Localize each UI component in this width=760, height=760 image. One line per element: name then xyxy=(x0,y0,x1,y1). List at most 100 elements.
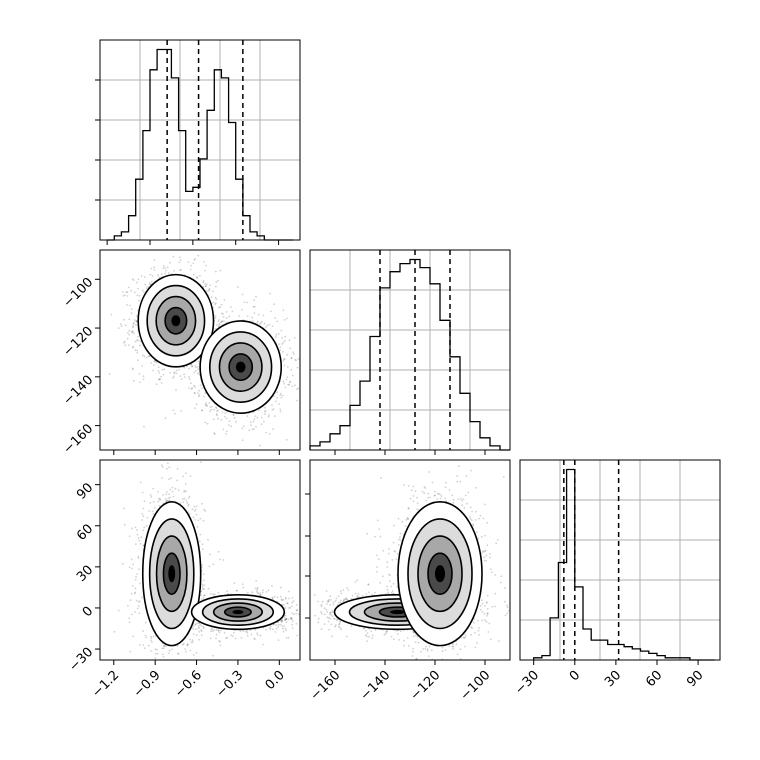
joint-2-0-scatter-point xyxy=(123,523,126,526)
joint-2-0-scatter-point xyxy=(217,629,220,632)
diag-2-hist-bin xyxy=(575,587,583,660)
joint-1-0-scatter-point xyxy=(296,366,299,369)
joint-2-0-scatter-point xyxy=(145,636,148,639)
joint-1-0-scatter-point xyxy=(145,287,148,290)
joint-2-0-scatter-point xyxy=(196,525,199,528)
joint-2-0-scatter-point xyxy=(168,678,170,680)
joint-2-0-scatter-point xyxy=(151,510,154,513)
joint-2-0-scatter-point xyxy=(201,583,204,586)
joint-1-0-scatter-point xyxy=(193,391,196,394)
joint-1-0-scatter-point xyxy=(252,305,255,308)
joint-1-0-scatter-point xyxy=(270,310,272,313)
joint-2-0-scatter-point xyxy=(181,643,184,646)
joint-1-0-scatter-point xyxy=(132,279,135,281)
joint-1-0-scatter-point xyxy=(144,283,147,286)
joint-1-0-scatter-point xyxy=(150,280,153,283)
joint-2-0-scatter-point xyxy=(282,630,285,633)
joint-1-0-scatter-point xyxy=(284,335,287,338)
joint-2-0-scatter-point xyxy=(136,529,138,531)
joint-1-0-scatter-point xyxy=(183,367,186,369)
joint-2-0-scatter-point xyxy=(136,573,139,575)
joint-2-0-scatter-point xyxy=(201,564,204,566)
joint-2-0-scatter-point xyxy=(184,472,187,475)
joint-1-0-scatter-point xyxy=(274,317,277,319)
joint-1-0-scatter-point xyxy=(241,293,244,296)
joint-1-0-scatter-point xyxy=(193,258,196,261)
joint-1-0-scatter-point xyxy=(276,320,279,323)
joint-2-0-scatter-point xyxy=(187,497,190,499)
joint-2-0-scatter-point xyxy=(174,708,176,710)
joint-1-0-scatter-point xyxy=(204,269,207,272)
joint-1-0-scatter-point xyxy=(133,319,136,321)
joint-2-0-scatter-point xyxy=(132,664,134,666)
diag-0-hist-bin xyxy=(243,216,250,240)
joint-2-0-scatter-point xyxy=(196,622,199,625)
joint-1-0-scatter-point xyxy=(275,400,277,403)
joint-1-0-scatter-point xyxy=(138,294,141,297)
joint-1-0-scatter-point xyxy=(223,320,225,323)
joint-2-0-scatter-point xyxy=(130,558,133,561)
joint-2-0-scatter-point xyxy=(217,629,220,632)
joint-2-0-scatter-point xyxy=(138,612,141,615)
joint-1-0-scatter-point xyxy=(262,314,265,317)
joint-1-0-scatter-point xyxy=(133,291,136,294)
joint-2-0-scatter-point xyxy=(138,600,141,603)
diag-2-hist-bin xyxy=(649,653,657,660)
joint-2-0-scatter-point xyxy=(189,475,192,477)
joint-1-0-scatter-point xyxy=(282,350,284,353)
joint-1-0-scatter-point xyxy=(127,344,130,346)
joint-2-0-scatter-point xyxy=(177,675,179,677)
joint-2-0-scatter-point xyxy=(194,519,197,521)
joint-1-0-scatter-point xyxy=(271,409,274,411)
joint-2-0-scatter-point xyxy=(168,493,171,496)
joint-2-0-scatter-point xyxy=(255,579,258,582)
joint-1-0-scatter-point xyxy=(160,375,163,378)
joint-2-0-scatter-point xyxy=(253,637,256,640)
joint-1-0-scatter-point xyxy=(108,373,111,375)
joint-1-0-scatter-point xyxy=(164,417,167,419)
joint-1-0-scatter-point xyxy=(220,312,223,315)
diag-2-hist-bin xyxy=(624,647,632,660)
joint-1-0-scatter-point xyxy=(287,365,289,368)
joint-2-0-scatter-point xyxy=(189,649,192,652)
joint-1-0-contour xyxy=(208,331,273,403)
joint-1-0-scatter-point xyxy=(212,301,215,304)
joint-2-0-scatter-point xyxy=(117,609,120,612)
joint-2-0-scatter-point xyxy=(181,498,184,500)
diag-1-hist-bin xyxy=(320,442,330,450)
diag-2-hist-bin xyxy=(632,649,640,660)
joint-1-0-scatter-point xyxy=(180,269,182,271)
joint-1-0-scatter-point xyxy=(188,378,191,380)
joint-1-0-scatter-point xyxy=(197,254,200,257)
diag-0-hist-bin xyxy=(157,50,164,241)
joint-2-0-scatter-point xyxy=(198,630,201,633)
joint-1-0-scatter-point xyxy=(143,291,146,294)
joint-1-0-scatter-point xyxy=(190,382,192,385)
joint-1-0-scatter-point xyxy=(191,365,194,368)
joint-2-0-scatter-point xyxy=(204,510,207,512)
joint-2-0-scatter-point xyxy=(197,627,200,630)
joint-2-0-scatter-point xyxy=(142,515,145,517)
joint-1-0-scatter-point xyxy=(289,380,292,383)
joint-1-0-scatter-point xyxy=(155,383,158,386)
joint-2-0-scatter-point xyxy=(166,491,168,493)
joint-2-0-scatter-point xyxy=(154,648,157,651)
joint-1-0-scatter-point xyxy=(217,409,220,412)
joint-2-0-scatter-point xyxy=(150,639,152,642)
joint-2-0-scatter-point xyxy=(170,477,172,480)
joint-2-0-scatter-point xyxy=(201,502,203,505)
joint-1-0-scatter-point xyxy=(269,292,271,295)
joint-1-0-scatter-point xyxy=(211,405,213,408)
joint-2-0-scatter-point xyxy=(283,616,286,619)
joint-1-0-scatter-point xyxy=(219,306,222,309)
joint-1-0-scatter-point xyxy=(220,320,223,323)
joint-1-0-scatter-point xyxy=(296,399,298,402)
joint-2-0-scatter-point xyxy=(154,657,157,659)
joint-2-0-scatter-point xyxy=(200,634,203,636)
joint-2-0-scatter-point xyxy=(256,586,259,589)
joint-1-0-scatter-point xyxy=(138,299,140,302)
joint-1-0-scatter-point xyxy=(183,376,186,378)
joint-1-0-scatter-point xyxy=(92,308,94,310)
joint-2-0-scatter-point xyxy=(259,593,262,596)
joint-1-0-scatter-point xyxy=(218,323,221,326)
